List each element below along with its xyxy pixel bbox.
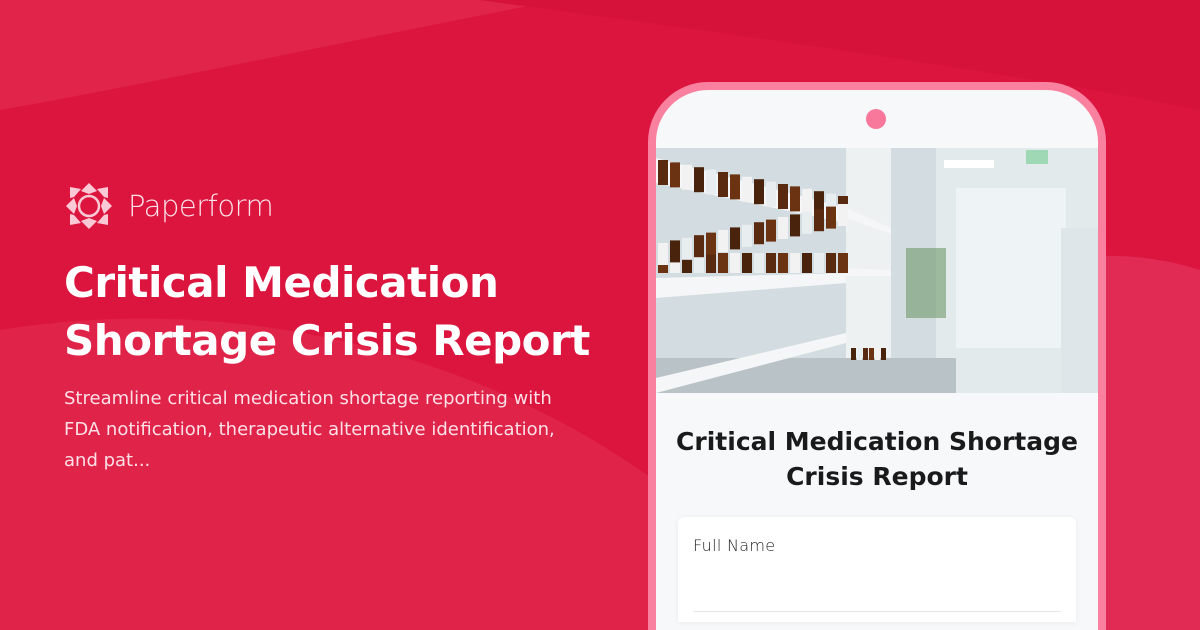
bottle bbox=[875, 348, 880, 360]
bottle bbox=[694, 235, 704, 258]
bottle bbox=[754, 222, 764, 245]
bottle bbox=[814, 191, 824, 217]
bottle bbox=[826, 206, 836, 229]
bottle bbox=[881, 348, 886, 360]
phone-mockup: Critical Medication Shortage Crisis Repo… bbox=[648, 82, 1106, 630]
bottle bbox=[766, 253, 776, 273]
bottle bbox=[778, 217, 788, 239]
bottle bbox=[790, 253, 800, 273]
bottle bbox=[754, 179, 764, 205]
pharmacy-photo bbox=[656, 148, 1098, 393]
bottle bbox=[802, 211, 812, 234]
bottle bbox=[742, 176, 752, 202]
bottle bbox=[814, 253, 824, 273]
bottle bbox=[658, 243, 668, 265]
full-name-label: Full Name bbox=[693, 536, 776, 555]
bottle bbox=[814, 209, 824, 232]
bottle bbox=[730, 227, 740, 250]
full-name-input[interactable] bbox=[693, 567, 1061, 612]
bottle bbox=[694, 253, 704, 273]
bottle bbox=[706, 169, 716, 195]
bottle bbox=[863, 348, 868, 360]
bottle bbox=[742, 224, 752, 247]
bottle bbox=[658, 160, 668, 185]
bottle bbox=[730, 253, 740, 273]
bottle bbox=[766, 219, 776, 242]
camera-dot bbox=[866, 109, 886, 129]
page-title: Critical Medication Shortage Crisis Repo… bbox=[64, 258, 590, 365]
brand-name: Paperform bbox=[128, 189, 274, 223]
bottle bbox=[802, 253, 812, 273]
bottle bbox=[730, 174, 740, 200]
bottle bbox=[718, 253, 728, 273]
bottle bbox=[706, 253, 716, 273]
bottle bbox=[718, 230, 728, 252]
bottle bbox=[718, 172, 728, 197]
bottle bbox=[706, 232, 716, 255]
bottle bbox=[766, 181, 776, 207]
bottle bbox=[790, 214, 800, 237]
bottle bbox=[857, 348, 862, 360]
bottle bbox=[670, 162, 680, 188]
bottle bbox=[754, 253, 764, 273]
bottle bbox=[670, 240, 680, 263]
paperform-logo: Paperform bbox=[64, 181, 274, 231]
bottle bbox=[742, 253, 752, 273]
phone-screen: Critical Medication Shortage Crisis Repo… bbox=[656, 90, 1098, 630]
bottle bbox=[838, 204, 848, 226]
bottle bbox=[802, 188, 812, 214]
bottle bbox=[851, 348, 856, 360]
bottle bbox=[682, 164, 692, 190]
bottle bbox=[826, 253, 836, 273]
bottle bbox=[694, 167, 704, 193]
bottle bbox=[778, 184, 788, 209]
bottle bbox=[778, 253, 788, 273]
paperform-logo-icon bbox=[66, 183, 112, 229]
form-title: Critical Medication Shortage Crisis Repo… bbox=[676, 427, 1078, 491]
page-description: Streamline critical medication shortage … bbox=[64, 388, 555, 471]
bottle bbox=[838, 253, 848, 273]
bottle bbox=[790, 186, 800, 212]
bottle bbox=[826, 193, 836, 219]
bottle bbox=[682, 237, 692, 260]
bottle bbox=[682, 253, 692, 273]
bottle bbox=[670, 253, 680, 273]
form-card: Full Name bbox=[678, 517, 1076, 622]
bottle bbox=[869, 348, 874, 360]
